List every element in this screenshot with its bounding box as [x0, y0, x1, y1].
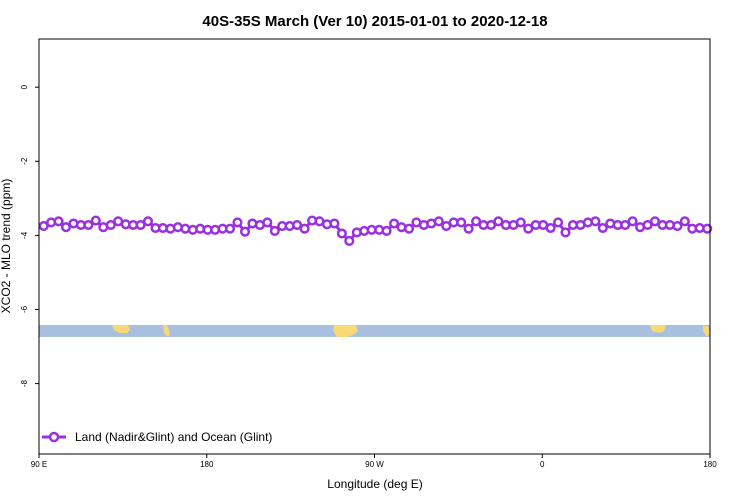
map-band [39, 325, 710, 337]
data-point [403, 223, 415, 234]
legend: Land (Nadir&Glint) and Ocean (Glint) [42, 430, 272, 444]
data-point [90, 215, 101, 226]
data-point [389, 218, 400, 229]
data-point [135, 219, 146, 231]
x-tick-label: 180 [200, 460, 214, 469]
y-axis-label: XCO2 - MLO trend (ppm) [0, 179, 13, 314]
data-point [456, 217, 467, 228]
y-tick-label: -2 [20, 157, 29, 165]
x-axis: 90 E 180 90 W 0 180 [31, 454, 717, 469]
data-point [702, 223, 713, 234]
x-tick-label: 90 W [365, 460, 384, 469]
plot-frame [38, 38, 711, 455]
data-point [620, 219, 631, 231]
data-point [590, 216, 601, 227]
data-point [545, 222, 556, 234]
data-point [515, 217, 526, 228]
data-point [239, 226, 251, 237]
series-layer [38, 215, 713, 246]
data-point [232, 217, 243, 228]
data-point [560, 227, 571, 238]
data-point [292, 219, 303, 231]
data-point [679, 216, 690, 227]
land-patch-south-africa [650, 325, 666, 333]
data-point [105, 219, 116, 231]
data-point [485, 219, 497, 231]
data-point [553, 217, 564, 228]
x-tick-label: 0 [540, 460, 545, 469]
y-axis: 0 -2 -4 -6 -8 [20, 84, 39, 387]
data-point [344, 235, 355, 246]
data-point [60, 222, 72, 233]
data-point [224, 223, 236, 234]
data-point [433, 216, 444, 227]
y-tick-label: -6 [20, 305, 29, 313]
land-patch-australia [112, 325, 130, 333]
data-point [38, 221, 49, 232]
data-point [336, 228, 347, 239]
y-tick-label: -8 [20, 379, 29, 387]
data-point [142, 216, 154, 227]
legend-marker [48, 431, 60, 443]
data-point [441, 221, 452, 232]
data-point [53, 216, 64, 227]
data-point [523, 223, 534, 234]
land-patch-new-zealand [163, 325, 170, 337]
data-point [269, 225, 280, 236]
legend-label: Land (Nadir&Glint) and Ocean (Glint) [75, 430, 272, 444]
y-tick-label: -4 [20, 231, 29, 239]
data-point [262, 217, 273, 228]
y-tick-label: 0 [20, 84, 29, 89]
data-point [329, 218, 340, 229]
data-point [83, 219, 94, 231]
ocean-band [39, 325, 710, 337]
data-point [299, 223, 310, 234]
data-point [642, 219, 653, 231]
data-point [471, 216, 482, 227]
data-point [381, 225, 392, 236]
land-patch-edge [703, 326, 710, 337]
data-point [627, 216, 638, 227]
x-axis-label: Longitude (deg E) [327, 477, 422, 491]
land-patch-south-america [333, 325, 358, 337]
data-point [463, 223, 474, 234]
data-point [597, 222, 608, 234]
chart-title: 40S-35S March (Ver 10) 2015-01-01 to 202… [202, 13, 547, 30]
data-point [672, 221, 683, 232]
data-point [493, 216, 504, 227]
data-point [649, 216, 661, 227]
x-tick-label: 180 [703, 460, 717, 469]
x-tick-label: 90 E [31, 460, 47, 469]
